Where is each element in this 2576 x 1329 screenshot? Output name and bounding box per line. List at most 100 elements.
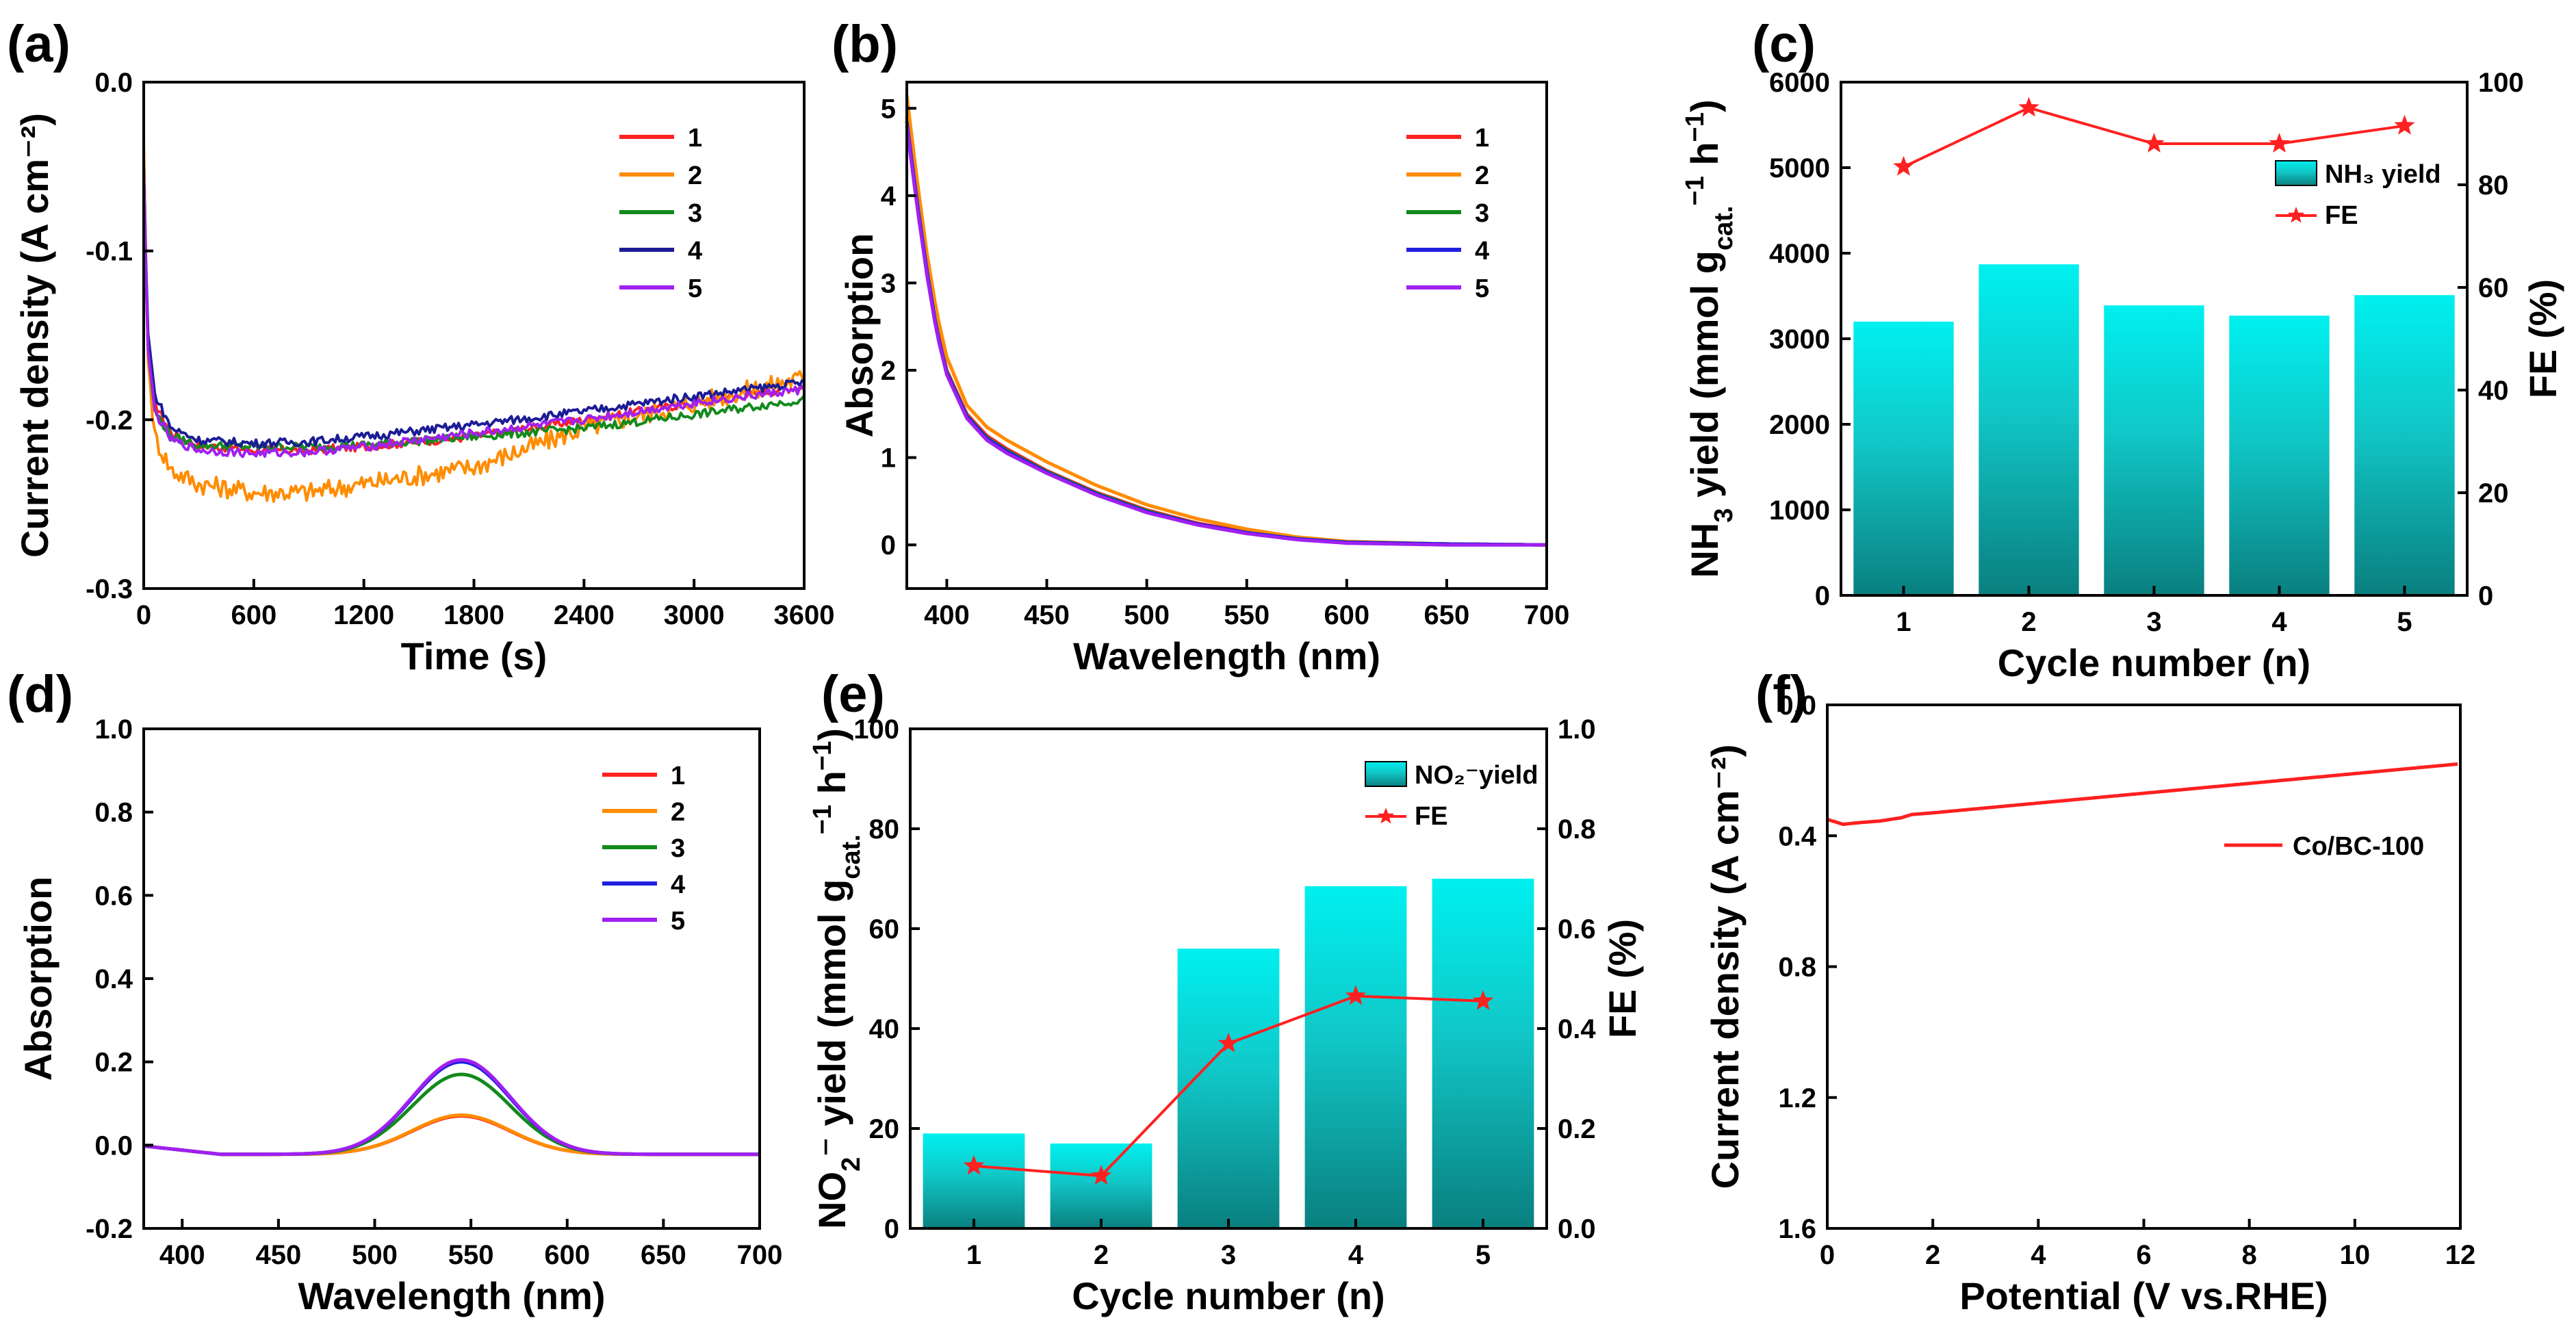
series-line (905, 125, 1547, 547)
series-line (905, 121, 1547, 547)
y-tick-label: 1.6 (1778, 1214, 1816, 1244)
x-tick-label: 3 (1221, 1240, 1236, 1270)
legend-label: FE (1415, 802, 1448, 831)
y2-tick-label: 0.0 (1558, 1214, 1596, 1244)
y-tick-label: -0.3 (86, 574, 133, 604)
y-tick-label: 0.6 (94, 881, 133, 911)
legend-marker (2287, 207, 2305, 223)
legend-label: 4 (688, 237, 702, 266)
fe-marker (2269, 133, 2290, 153)
y-tick-label: 0 (881, 530, 896, 560)
fe-marker (1218, 1032, 1239, 1053)
legend-label: NO₂⁻yield (1415, 761, 1538, 790)
y-tick-label: 60 (869, 914, 900, 944)
y-tick-label: 5000 (1769, 153, 1830, 183)
legend-marker (1377, 808, 1395, 824)
y2-tick-label: 40 (2478, 376, 2509, 406)
legend-label: 1 (1475, 124, 1489, 153)
y-tick-label: 100 (853, 714, 899, 745)
series-line (142, 141, 806, 503)
y-axis-label: Absorption (838, 233, 881, 438)
x-tick-label: 1 (1896, 607, 1911, 637)
y-tick-label: 1000 (1769, 495, 1830, 526)
x-tick-label: 5 (2397, 607, 2412, 637)
x-tick-label: 1200 (333, 600, 394, 630)
x-tick-label: 10 (2340, 1240, 2371, 1270)
y-tick-label: 1 (881, 443, 896, 474)
panel-label: (f) (1755, 665, 1807, 723)
x-tick-label: 1800 (443, 600, 504, 630)
x-tick-label: 550 (1224, 600, 1270, 630)
x-tick-label: 0 (1820, 1240, 1835, 1270)
legend-label: 2 (688, 162, 702, 190)
series-line (142, 166, 806, 459)
y-tick-label: 6000 (1769, 68, 1830, 98)
plot-frame (142, 81, 806, 590)
x-tick-label: 700 (737, 1240, 783, 1270)
x-axis-label: Wavelength (nm) (298, 1274, 605, 1317)
y-tick-label: 2000 (1769, 410, 1830, 440)
fe-marker (1090, 1165, 1112, 1185)
x-tick-label: 3000 (664, 600, 725, 630)
x-tick-label: 650 (641, 1240, 686, 1270)
y2-tick-label: 1.0 (1558, 714, 1596, 745)
y-tick-label: 0.4 (1778, 821, 1816, 851)
legend-label: FE (2325, 201, 2358, 230)
series-line (142, 166, 805, 449)
y-axis-label: Current density (A cm⁻²) (13, 113, 56, 558)
y2-tick-label: 0.8 (1558, 814, 1596, 844)
y2-tick-label: 20 (2478, 478, 2509, 508)
y2-tick-label: 0.6 (1558, 914, 1596, 944)
y-tick-label: 0.2 (94, 1048, 133, 1078)
series-line (143, 1058, 760, 1157)
fe-marker (2018, 96, 2039, 117)
y-tick-label: 0.0 (94, 68, 133, 98)
x-tick-label: 600 (1324, 600, 1369, 630)
legend-label: 3 (688, 199, 702, 228)
y2-tick-label: 0.2 (1558, 1114, 1596, 1144)
x-tick-label: 2 (1925, 1240, 1940, 1270)
y-tick-label: 0.4 (94, 964, 133, 994)
bar (1050, 1143, 1152, 1228)
y2-axis-label: FE (%) (2521, 279, 2564, 398)
y-tick-label: 4 (881, 181, 897, 211)
panel-f: (f) 0 2 4 6 8 10 12 0.0 0.4 0.8 1.2 1.6 Potential (V … (1703, 665, 2475, 1317)
x-tick-label: 600 (231, 600, 276, 630)
y2-tick-label: 100 (2478, 68, 2524, 98)
y-tick-label: 3000 (1769, 324, 1830, 354)
fe-marker (1472, 990, 1494, 1010)
bar (2354, 295, 2455, 595)
legend-label: 5 (688, 274, 702, 303)
y2-tick-label: 80 (2478, 170, 2509, 201)
bar (1177, 949, 1280, 1228)
y-tick-label: 40 (869, 1014, 900, 1044)
x-tick-label: 400 (159, 1240, 205, 1270)
fe-marker (1345, 985, 1367, 1005)
x-tick-label: 400 (924, 600, 970, 630)
legend-label: 2 (1475, 162, 1489, 190)
legend-label: 4 (671, 870, 685, 899)
y-axis-label: NH3 yield (mmol gcat.−1 h−1) (1681, 99, 1738, 578)
x-tick-label: 5 (1476, 1240, 1491, 1270)
x-axis-label: Time (s) (401, 634, 548, 678)
y-tick-label: -0.2 (86, 1214, 133, 1244)
legend-label: 2 (671, 798, 685, 827)
bar (1432, 879, 1534, 1228)
panel-a: (a) 0 600 1200 1800 2400 3000 3600 0.0 -0.1 -0.2 -0… (7, 15, 834, 678)
x-tick-label: 2 (1094, 1240, 1109, 1270)
y-tick-label: -0.2 (86, 405, 133, 435)
y-tick-label: 0.8 (1778, 953, 1816, 983)
x-tick-label: 12 (2445, 1240, 2476, 1270)
series-line (142, 166, 806, 452)
bar (2104, 305, 2204, 595)
y-axis-label: Absorption (16, 877, 60, 1081)
x-tick-label: 8 (2242, 1240, 2257, 1270)
y-tick-label: 1.2 (1778, 1083, 1816, 1113)
y-axis-label: Current density (A cm⁻²) (1703, 745, 1747, 1189)
legend-label: 4 (1475, 237, 1489, 266)
x-tick-label: 3 (2146, 607, 2161, 637)
panel-label: (c) (1752, 15, 1816, 73)
panel-label: (a) (7, 15, 70, 73)
y-axis-label: NO2⁻ yield (mmol gcat.−1 h−1) (808, 728, 866, 1229)
y2-tick-label: 0.4 (1558, 1014, 1596, 1044)
